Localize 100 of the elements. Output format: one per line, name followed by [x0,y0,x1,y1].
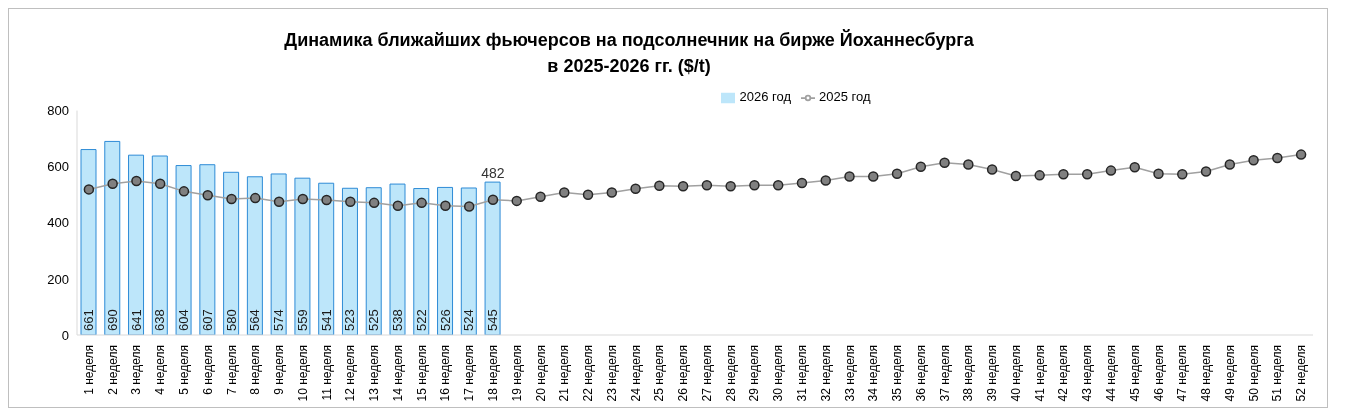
x-tick-label: 39 неделя [985,345,1000,402]
point [83,184,95,195]
point [606,187,618,198]
x-tick-label: 15 неделя [414,345,429,402]
x-tick-label: 16 неделя [438,345,453,402]
x-tick-label: 17 неделя [462,345,477,402]
point [725,181,736,192]
y-tick-label: 0 [61,327,69,343]
point [1272,152,1283,164]
x-tick-label: 29 неделя [747,345,762,402]
x-tick-label: 27 неделя [699,345,714,402]
point [250,192,261,204]
bar [175,165,192,335]
x-tick-label: 4 неделя [153,345,168,395]
x-tick-label: 14 неделя [390,345,405,402]
point [939,157,950,168]
point [677,181,689,192]
bar [151,155,168,335]
point [1081,169,1093,180]
x-tick-label: 49 неделя [1222,345,1237,402]
x-tick-label: 25 неделя [652,345,667,402]
point [772,179,784,191]
data-label: 690 [104,309,120,331]
y-tick-label: 200 [47,271,69,287]
x-tick-label: 11 неделя [319,345,334,401]
bar [460,187,477,335]
x-tick-label: 7 неделя [224,345,239,395]
data-label: 580 [223,309,239,331]
data-label: 574 [271,309,287,331]
point [178,186,190,197]
data-label: 641 [128,309,144,331]
legend-label: 2026 год [739,89,791,104]
data-label: 661 [81,309,96,331]
x-tick-label: 37 неделя [937,345,952,402]
point [630,183,641,195]
point [796,177,808,189]
x-tick-label: 23 неделя [604,345,619,402]
point [273,196,285,207]
x-tick-label: 30 неделя [771,345,786,402]
bar [341,187,358,335]
point [1153,168,1164,179]
point [511,195,522,207]
point [321,194,332,206]
x-tick-label: 22 неделя [581,345,596,402]
point [868,171,879,182]
x-tick-label: 24 неделя [628,345,643,402]
x-tick-label: 19 неделя [509,345,524,402]
point [986,164,998,175]
x-tick-label: 52 неделя [1294,345,1309,402]
point [463,201,475,212]
bar [128,154,145,335]
point [1010,170,1022,182]
point [1105,165,1117,176]
x-tick-label: 6 неделя [200,345,215,395]
data-label: 538 [390,309,405,331]
x-tick-label: 1 неделя [81,345,96,395]
point [535,191,546,202]
y-tick-label: 600 [47,159,69,175]
x-tick-label: 32 неделя [818,345,833,402]
bar [104,140,121,335]
bar [246,176,263,335]
bar [223,171,240,335]
x-tick-label: 47 неделя [1175,345,1190,402]
point [1058,169,1069,180]
point [1200,166,1212,177]
x-tick-label: 43 неделя [1080,345,1095,402]
point [487,194,499,206]
x-tick-label: 33 неделя [842,345,857,402]
x-tick-label: 21 неделя [557,345,572,402]
x-tick-label: 44 неделя [1103,345,1118,402]
x-tick-label: 20 неделя [533,345,548,402]
bar [484,181,501,335]
chart-title: Динамика ближайших фьючерсов на подсолнечник на бирже Йоханнесбурга в 2025-2026 гг. ($/t) [283,28,975,78]
bar [365,187,382,335]
x-tick-label: 3 неделя [129,345,144,395]
x-tick-label: 45 неделя [1127,345,1142,402]
data-label: 607 [199,309,215,331]
x-tick-label: 50 неделя [1246,345,1261,402]
x-tick-label: 26 неделя [676,345,691,402]
point [1177,169,1188,180]
data-label: 564 [247,309,263,331]
x-tick-label: 41 неделя [1032,345,1047,402]
point [844,171,855,182]
bar [318,182,335,335]
data-label: 559 [294,309,310,331]
data-label: 523 [342,309,358,331]
x-tick-label: 28 неделя [723,345,738,402]
bar [294,177,311,335]
data-label: 524 [461,309,477,331]
point [1295,149,1307,160]
point [297,193,309,205]
x-tick-label: 48 неделя [1199,345,1214,402]
data-label: 638 [152,309,168,331]
x-tick-label: 31 неделя [794,345,809,402]
data-label: 526 [437,309,453,331]
x-tick-label: 40 неделя [1008,345,1023,402]
x-tick-label: 12 неделя [343,345,358,402]
point [154,178,166,190]
bar [413,188,430,335]
x-tick-label: 8 неделя [248,345,263,395]
